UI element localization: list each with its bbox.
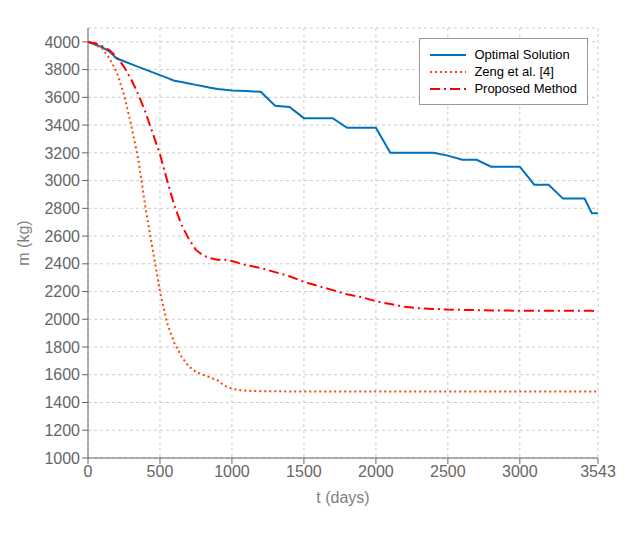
svg-text:1800: 1800 <box>44 339 80 356</box>
svg-text:m (kg): m (kg) <box>15 220 32 265</box>
svg-text:3200: 3200 <box>44 145 80 162</box>
svg-text:1500: 1500 <box>286 463 322 480</box>
svg-text:2200: 2200 <box>44 283 80 300</box>
svg-text:2500: 2500 <box>430 463 466 480</box>
svg-text:2400: 2400 <box>44 255 80 272</box>
svg-text:1200: 1200 <box>44 422 80 439</box>
svg-text:3800: 3800 <box>44 61 80 78</box>
svg-text:1000: 1000 <box>44 450 80 467</box>
html-text:Zeng et al. [4]: Zeng et al. [4] <box>474 64 554 79</box>
svg-text:3000: 3000 <box>502 463 538 480</box>
svg-text:2600: 2600 <box>44 228 80 245</box>
svg-text:t (days): t (days) <box>316 489 369 506</box>
svg-text:3543: 3543 <box>580 463 616 480</box>
svg-text:1600: 1600 <box>44 366 80 383</box>
svg-text:3000: 3000 <box>44 172 80 189</box>
svg-text:0: 0 <box>84 463 93 480</box>
svg-text:3600: 3600 <box>44 89 80 106</box>
svg-text:500: 500 <box>147 463 174 480</box>
svg-text:2000: 2000 <box>44 311 80 328</box>
html-text:Proposed Method: Proposed Method <box>474 81 577 96</box>
svg-text:2800: 2800 <box>44 200 80 217</box>
svg-text:1000: 1000 <box>214 463 250 480</box>
svg-text:4000: 4000 <box>44 34 80 51</box>
svg-text:3400: 3400 <box>44 117 80 134</box>
svg-text:1400: 1400 <box>44 394 80 411</box>
svg-text:2000: 2000 <box>358 463 394 480</box>
html-text:Optimal Solution: Optimal Solution <box>474 47 570 62</box>
